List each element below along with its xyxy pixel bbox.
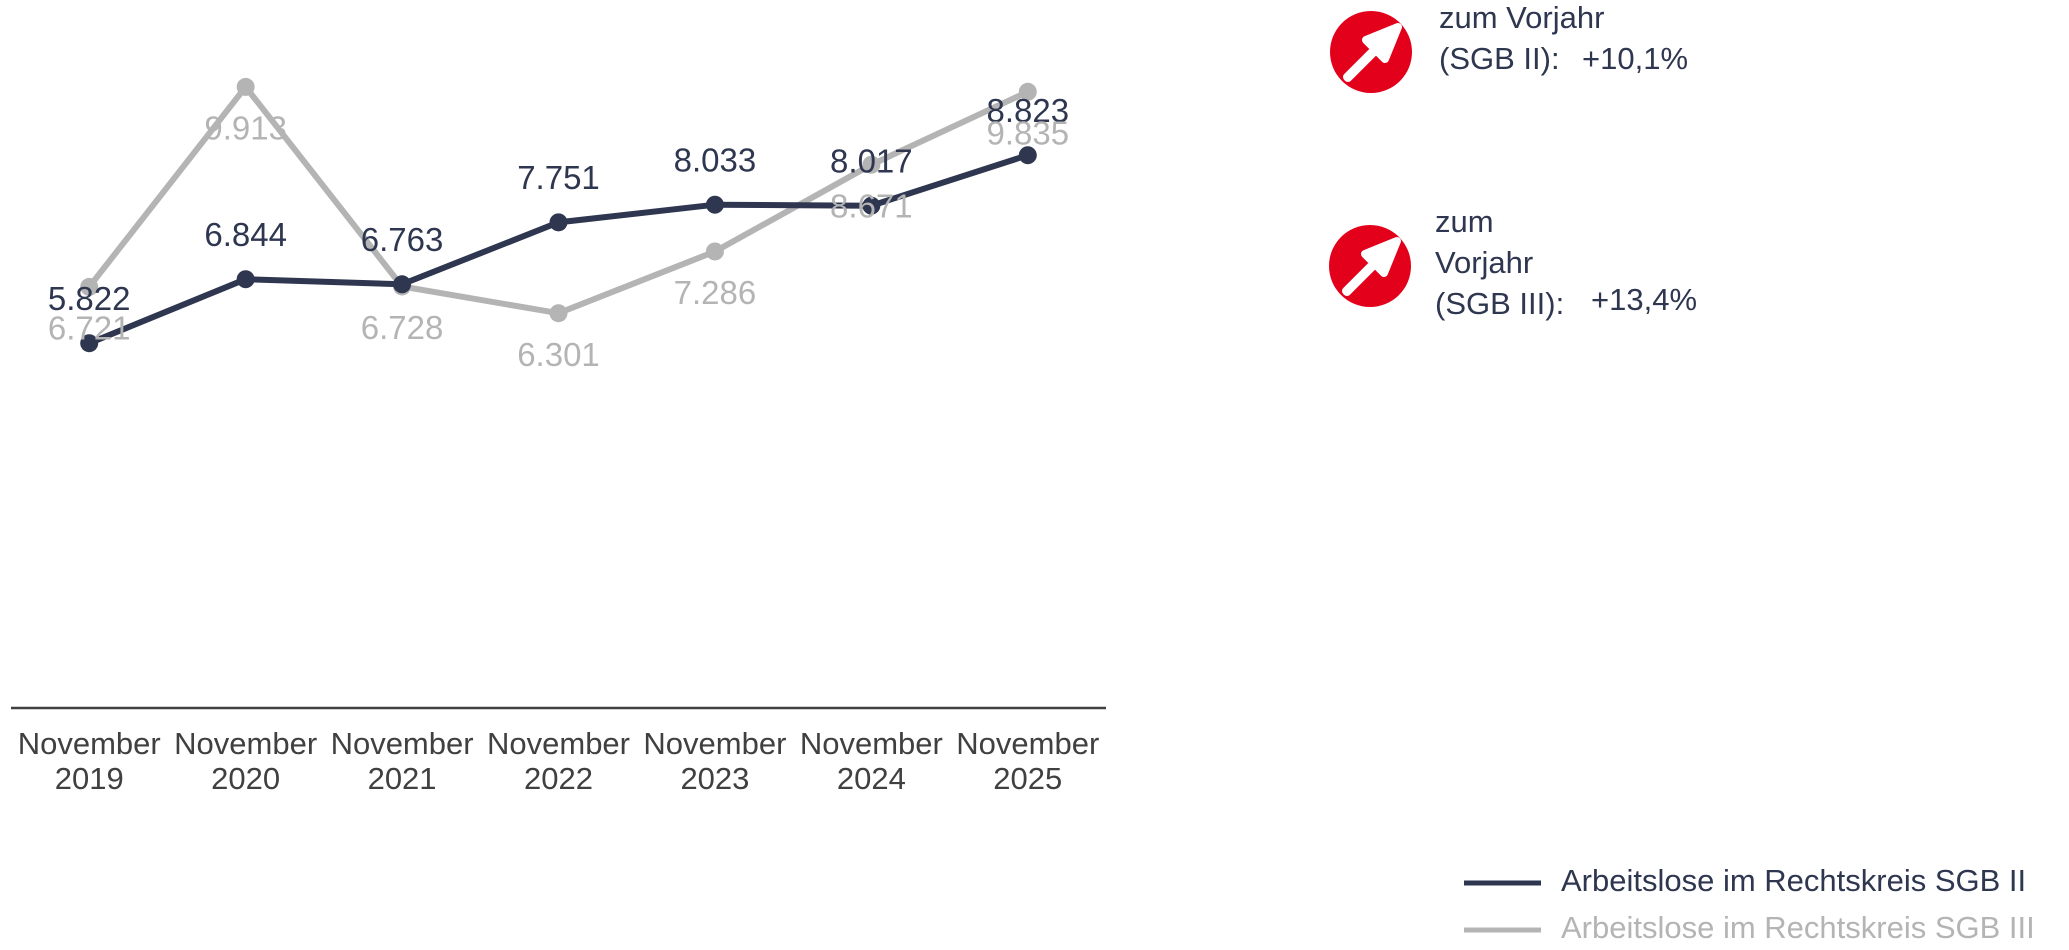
data-point (705, 195, 724, 214)
data-point (549, 304, 568, 323)
data-point (549, 213, 568, 232)
data-label: 8.671 (830, 187, 913, 224)
annotation-text: zum Vorjahr (1439, 0, 1604, 35)
data-label: 5.822 (48, 280, 131, 317)
data-point (862, 196, 881, 215)
x-tick-label: November 2023 (643, 726, 787, 796)
data-label: 6.844 (204, 216, 287, 253)
annotation-text: Vorjahr (1435, 245, 1533, 280)
annotation-value: +10,1% (1582, 41, 1688, 76)
data-label: 8.033 (674, 141, 757, 178)
data-point (236, 77, 255, 96)
data-label: 6.301 (517, 336, 600, 373)
x-tick-label: November 2025 (956, 726, 1100, 796)
data-label: 7.286 (674, 274, 757, 311)
data-point (1018, 82, 1037, 101)
data-point (862, 155, 881, 174)
data-point (393, 275, 412, 294)
data-label: 9.835 (986, 115, 1069, 152)
data-label: 8.823 (986, 92, 1069, 129)
data-label: 8.017 (830, 142, 913, 179)
arrow-icon (1329, 225, 1411, 307)
x-tick-label: November 2021 (330, 726, 474, 796)
annotation-text: (SGB II): (1439, 41, 1560, 76)
x-tick-label: November 2022 (487, 726, 630, 796)
data-label: 6.763 (361, 221, 444, 258)
legend-label: Arbeitslose im Rechtskreis SGB III (1561, 910, 2035, 945)
x-tick-label: November 2024 (799, 726, 943, 796)
data-point (80, 334, 99, 353)
data-label: 6.728 (361, 309, 444, 346)
data-point (80, 277, 99, 296)
data-point (705, 242, 724, 261)
data-point (1018, 146, 1037, 165)
data-point (236, 270, 255, 289)
data-label: 6.721 (48, 310, 131, 347)
x-tick-label: November 2020 (174, 726, 318, 796)
x-tick-label: November 2019 (17, 726, 161, 796)
annotation-text: zum (1435, 204, 1494, 239)
arrow-icon (1330, 11, 1412, 93)
annotation-value: +13,4% (1591, 282, 1697, 317)
data-label: 7.751 (517, 159, 600, 196)
annotation-text: (SGB III): (1435, 286, 1564, 321)
data-label: 9.913 (204, 110, 287, 147)
legend-label: Arbeitslose im Rechtskreis SGB II (1561, 863, 2026, 898)
